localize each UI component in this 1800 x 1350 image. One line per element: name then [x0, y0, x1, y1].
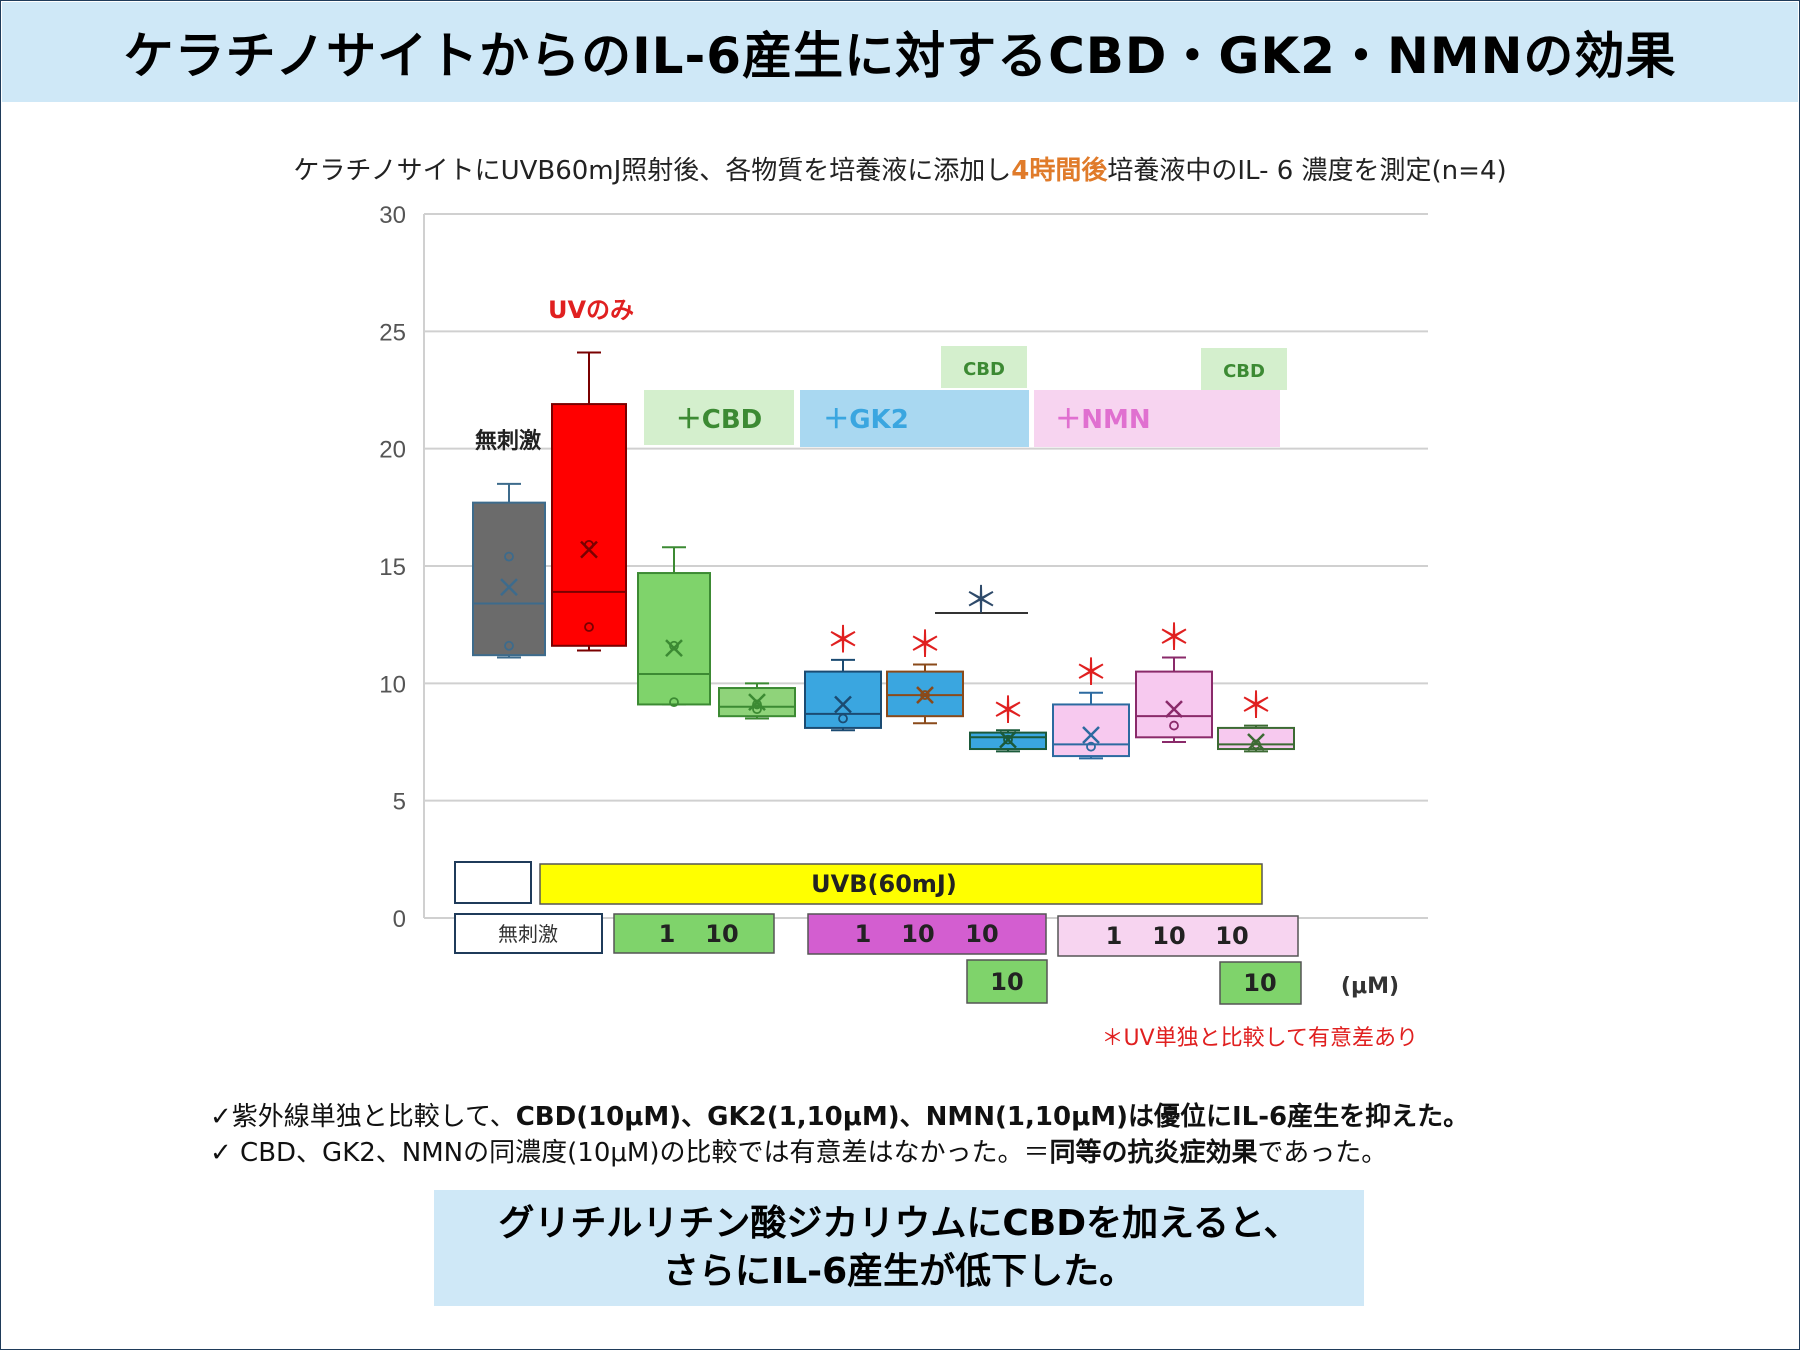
box-1 [472, 501, 546, 657]
significance-marker: ＊ [1238, 686, 1274, 727]
data-point [1086, 741, 1096, 752]
significance-legend: ＊UV単独と比較して有意差あり [1102, 1026, 1419, 1051]
dose-label-unstim: 無刺激 [498, 922, 558, 946]
unit-label: (μM) [1341, 974, 1399, 999]
tag-cbd-gk2: CBD [963, 359, 1005, 380]
y-tick-label: 25 [379, 319, 406, 346]
data-point [1169, 720, 1179, 731]
mean-marker [999, 730, 1017, 749]
group-box-nmn [1034, 390, 1280, 447]
dose-value-cbd: 1 [659, 920, 676, 948]
note-2-pre: ✓ CBD、GK2、NMNの同濃度(10μM)の比較では有意差はなかった。＝ [210, 1138, 1050, 1168]
data-point [584, 539, 594, 550]
note-2-post: であった。 [1257, 1138, 1388, 1168]
mean-marker [1165, 700, 1183, 719]
mean-marker [500, 578, 518, 597]
dose-box-cbd [613, 913, 775, 954]
dose-box-nmn [1057, 915, 1299, 957]
subtitle-pre: ケラチノサイトにUVB60mJ照射後、各物質を培養液に添加し [293, 156, 1012, 186]
box-10 [1217, 726, 1295, 751]
group-label-gk2: ＋GK2 [823, 405, 909, 435]
note-line-2: ✓ CBD、GK2、NMNの同濃度(10μM)の比較では有意差はなかった。＝同等… [210, 1132, 1387, 1169]
data-point [752, 699, 762, 710]
mean-marker [1082, 726, 1100, 744]
y-tick-label: 30 [379, 202, 406, 229]
data-point [1251, 739, 1261, 750]
y-tick-label: 10 [379, 671, 406, 698]
data-point [669, 640, 679, 651]
y-tick-label: 0 [393, 906, 406, 933]
dose-box-cbd-nmn [1219, 961, 1302, 1005]
chart-subtitle: ケラチノサイトにUVB60mJ照射後、各物質を培養液に添加し4時間後培養液中のI… [0, 150, 1800, 187]
significance-marker: ＊ [1073, 653, 1109, 694]
comparison-mark: ＊ [963, 580, 999, 621]
note-1-bold: CBD(10μM)、GK2(1,10μM)、NMN(1,10μM)は優位にIL-… [515, 1102, 1470, 1132]
group-label-cbd: ＋CBD [676, 405, 762, 435]
y-tick-label: 15 [379, 554, 406, 581]
mean-marker [665, 639, 683, 658]
data-point [669, 697, 679, 708]
mean-marker [916, 686, 934, 704]
data-point [1003, 734, 1013, 745]
summary-line-1: グリチルリチン酸ジカリウムにCBDを加えると、 [498, 1203, 1300, 1244]
dose-value-gk2: 10 [965, 920, 998, 948]
significance-marker: ＊ [990, 690, 1026, 731]
dose-value-gk2: 1 [855, 920, 872, 948]
box-5 [804, 670, 882, 729]
group-label-nmn: ＋NMN [1055, 405, 1150, 435]
box-8 [1052, 703, 1130, 758]
dose-value-cbd-gk2: 10 [990, 968, 1023, 996]
summary-line-2: さらにIL-6産生が低下した。 [662, 1251, 1136, 1292]
y-tick-label: 5 [393, 789, 406, 816]
data-point [504, 640, 514, 651]
dose-box-gk2 [807, 913, 1047, 955]
dose-value-nmn: 10 [1215, 922, 1248, 950]
note-2-bold: 同等の抗炎症効果 [1049, 1138, 1258, 1168]
note-line-1: ✓紫外線単独と比較して、CBD(10μM)、GK2(1,10μM)、NMN(1,… [210, 1096, 1469, 1133]
significance-marker: ＊ [907, 625, 943, 666]
tag-box-cbd-gk2 [941, 346, 1027, 388]
note-1-pre: ✓紫外線単独と比較して、 [210, 1102, 516, 1132]
tag-box-cbd-nmn [1201, 348, 1287, 390]
significance-marker: ＊ [825, 620, 861, 661]
data-point [584, 622, 594, 632]
data-point [920, 690, 930, 700]
dose-box-unstim [454, 913, 603, 954]
label-unstim: 無刺激 [475, 428, 541, 454]
label-uv-only: UVのみ [548, 296, 634, 324]
box-3 [637, 572, 711, 706]
mean-marker [748, 693, 766, 711]
dose-value-cbd-nmn: 10 [1243, 969, 1276, 997]
tag-cbd-nmn: CBD [1223, 361, 1265, 382]
y-tick-label: 20 [379, 437, 406, 464]
title-bar: ケラチノサイトからのIL-6産生に対するCBD・GK2・NMNの効果 [2, 2, 1798, 102]
dose-value-nmn: 1 [1106, 922, 1123, 950]
box-9 [1135, 670, 1213, 739]
group-box-cbd [644, 390, 794, 445]
significance-marker: ＊ [1156, 618, 1192, 659]
uvb-bar [539, 863, 1263, 905]
data-point [838, 713, 848, 724]
dose-box-cbd-gk2 [966, 959, 1048, 1004]
dose-value-gk2: 10 [901, 920, 934, 948]
dose-value-cbd: 10 [705, 920, 738, 948]
subtitle-post: 培養液中のIL- 6 濃度を測定(n=4) [1107, 156, 1507, 186]
data-point [504, 551, 514, 562]
mean-marker [834, 695, 852, 714]
dose-value-nmn: 10 [1152, 922, 1185, 950]
box-4 [718, 687, 796, 718]
box-2 [551, 403, 627, 647]
mean-marker [1247, 733, 1265, 751]
page-title: ケラチノサイトからのIL-6産生に対するCBD・GK2・NMNの効果 [123, 27, 1677, 85]
uvb-off-box [454, 861, 532, 904]
subtitle-highlight: 4時間後 [1011, 156, 1108, 186]
data-point [752, 704, 762, 715]
uvb-label: UVB(60mJ) [811, 870, 957, 898]
summary-box: グリチルリチン酸ジカリウムにCBDを加えると、 さらにIL-6産生が低下した。 [434, 1190, 1364, 1306]
group-box-gk2 [800, 390, 1029, 447]
